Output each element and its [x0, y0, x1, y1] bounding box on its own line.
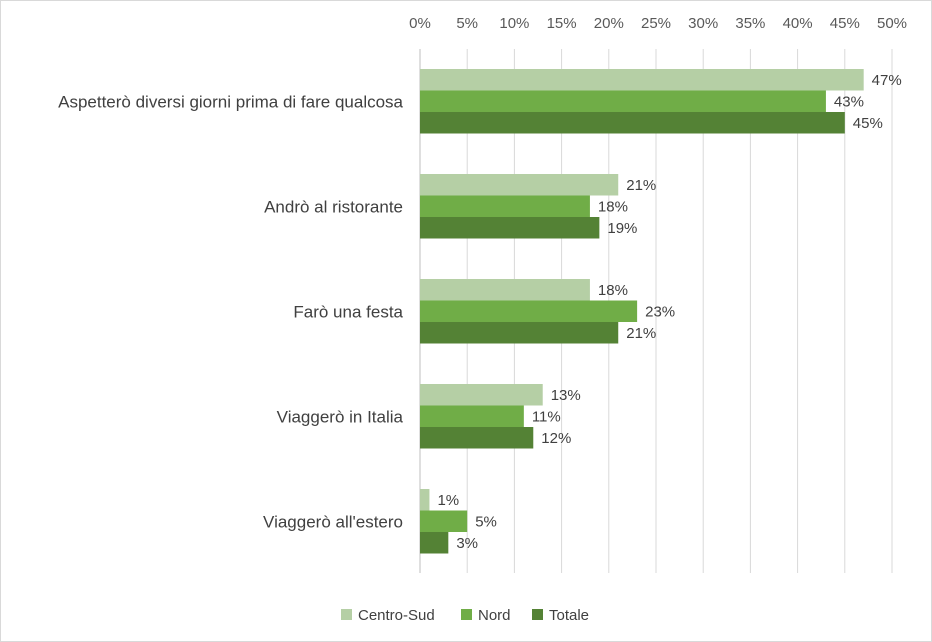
data-label: 19%: [607, 220, 637, 237]
bar: [420, 90, 826, 112]
bar: [420, 322, 619, 344]
x-tick-label: 45%: [830, 15, 860, 32]
x-tick-label: 0%: [409, 15, 431, 32]
category-label: Farò una festa: [293, 302, 403, 321]
x-tick-label: 25%: [641, 15, 671, 32]
bar: [420, 279, 590, 301]
bar: [420, 174, 619, 196]
bar: [420, 217, 600, 239]
bar: [420, 532, 449, 554]
data-label: 1%: [437, 492, 459, 509]
legend-label: Totale: [549, 607, 589, 624]
data-label: 3%: [456, 535, 478, 552]
legend-label: Nord: [478, 607, 511, 624]
x-tick-label: 40%: [783, 15, 813, 32]
data-label: 47%: [872, 72, 902, 89]
data-label: 13%: [551, 387, 581, 404]
data-label: 5%: [475, 513, 497, 530]
data-label: 23%: [645, 303, 675, 320]
bar: [420, 510, 468, 532]
data-label: 43%: [834, 93, 864, 110]
bar: [420, 69, 864, 91]
category-label: Andrò al ristorante: [264, 197, 403, 216]
data-label: 21%: [626, 325, 656, 342]
x-tick-label: 30%: [688, 15, 718, 32]
data-label: 45%: [853, 115, 883, 132]
x-tick-label: 35%: [735, 15, 765, 32]
bar: [420, 195, 590, 217]
data-label: 18%: [598, 198, 628, 215]
x-tick-label: 15%: [547, 15, 577, 32]
data-label: 11%: [532, 408, 561, 425]
bar: [420, 384, 543, 406]
x-tick-label: 20%: [594, 15, 624, 32]
bar: [420, 427, 534, 449]
bar: [420, 405, 524, 427]
x-tick-label: 5%: [456, 15, 478, 32]
bar: [420, 300, 638, 322]
bar: [420, 112, 845, 134]
x-tick-label: 50%: [877, 15, 907, 32]
data-label: 18%: [598, 282, 628, 299]
data-label: 12%: [541, 430, 571, 447]
legend-swatch: [532, 609, 543, 620]
category-label: Viaggerò in Italia: [277, 407, 404, 426]
legend-swatch: [341, 609, 352, 620]
category-label: Aspetterò diversi giorni prima di fare q…: [58, 92, 403, 111]
bar: [420, 489, 430, 511]
x-tick-label: 10%: [499, 15, 529, 32]
data-label: 21%: [626, 177, 656, 194]
category-label: Viaggerò all'estero: [263, 512, 403, 531]
legend-swatch: [461, 609, 472, 620]
legend-label: Centro-Sud: [358, 607, 435, 624]
